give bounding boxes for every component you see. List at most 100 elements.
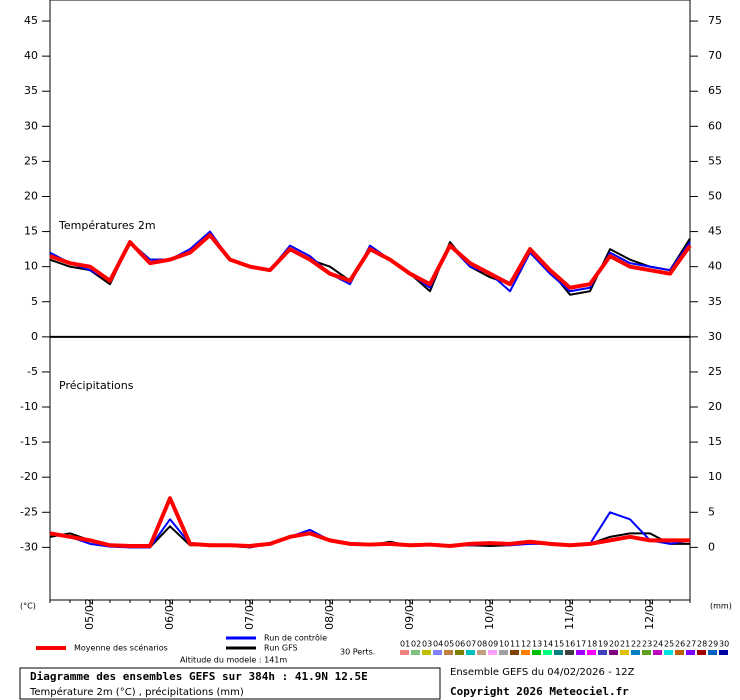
temp-line bbox=[49, 234, 691, 296]
member-swatch bbox=[466, 650, 475, 655]
member-swatch bbox=[521, 650, 530, 655]
member-swatch bbox=[488, 650, 497, 655]
x-tick-label: 09/02 bbox=[403, 598, 416, 630]
y-tick-label: 20 bbox=[24, 189, 38, 202]
y2-tick-label: 10 bbox=[708, 470, 722, 483]
member-label: 26 bbox=[675, 640, 685, 649]
member-swatch bbox=[631, 650, 640, 655]
y-tick-label: -5 bbox=[27, 365, 38, 378]
member-label: 09 bbox=[488, 640, 498, 649]
precip-panel-label: Précipitations bbox=[59, 379, 134, 392]
member-label: 04 bbox=[433, 640, 443, 649]
y-tick-label: 10 bbox=[24, 260, 38, 273]
y2-tick-label: 15 bbox=[708, 435, 722, 448]
plot-frame bbox=[49, 0, 691, 601]
y-tick-label: 25 bbox=[24, 154, 38, 167]
member-label: 15 bbox=[554, 640, 564, 649]
member-label: 18 bbox=[587, 640, 597, 649]
y-tick-label: 45 bbox=[24, 14, 38, 27]
perts-label: 30 Perts. bbox=[340, 648, 375, 657]
member-label: 30 bbox=[719, 640, 729, 649]
member-swatch bbox=[532, 650, 541, 655]
member-label: 17 bbox=[576, 640, 586, 649]
member-label: 07 bbox=[466, 640, 476, 649]
x-tick-label: 06/02 bbox=[163, 598, 176, 630]
member-label: 23 bbox=[642, 640, 652, 649]
y2-tick-label: 70 bbox=[708, 49, 722, 62]
member-swatch bbox=[576, 650, 585, 655]
member-swatch bbox=[400, 650, 409, 655]
footer-title: Diagramme des ensembles GEFS sur 384h : … bbox=[30, 670, 368, 683]
y2-tick-label: 65 bbox=[708, 84, 722, 97]
member-swatch bbox=[620, 650, 629, 655]
legend-label: Run de contrôle bbox=[264, 633, 327, 643]
member-swatch bbox=[642, 650, 651, 655]
y-tick-label: 40 bbox=[24, 49, 38, 62]
y-tick-label: -10 bbox=[20, 400, 38, 413]
footer-subtitle: Température 2m (°C) , précipitations (mm… bbox=[29, 686, 244, 698]
member-label: 01 bbox=[400, 640, 410, 649]
legend-label: Moyenne des scénarios bbox=[74, 643, 168, 653]
member-label: 20 bbox=[609, 640, 619, 649]
y-tick-label: -30 bbox=[20, 540, 38, 553]
y-tick-label: -15 bbox=[20, 435, 38, 448]
member-swatch bbox=[719, 650, 728, 655]
y-unit: (°C) bbox=[20, 602, 36, 611]
copyright: Copyright 2026 Meteociel.fr bbox=[450, 685, 629, 698]
x-tick-label: 11/02 bbox=[563, 598, 576, 630]
y-tick-label: 30 bbox=[24, 119, 38, 132]
y2-tick-label: 60 bbox=[708, 119, 722, 132]
member-label: 08 bbox=[477, 640, 487, 649]
member-label: 21 bbox=[620, 640, 630, 649]
y2-tick-label: 75 bbox=[708, 14, 722, 27]
member-swatch bbox=[675, 650, 684, 655]
member-swatch bbox=[510, 650, 519, 655]
member-label: 24 bbox=[653, 640, 663, 649]
member-label: 06 bbox=[455, 640, 465, 649]
y2-tick-label: 45 bbox=[708, 225, 722, 238]
member-swatch bbox=[499, 650, 508, 655]
temp-panel-label: Températures 2m bbox=[58, 219, 156, 232]
y2-unit: (mm) bbox=[710, 602, 732, 611]
member-swatch bbox=[664, 650, 673, 655]
member-label: 12 bbox=[521, 640, 531, 649]
member-label: 14 bbox=[543, 640, 553, 649]
member-swatch bbox=[433, 650, 442, 655]
temp-line bbox=[49, 230, 691, 293]
precip-line bbox=[49, 496, 690, 548]
run-label: Ensemble GEFS du 04/02/2026 - 12Z bbox=[450, 667, 635, 678]
member-label: 05 bbox=[444, 640, 454, 649]
member-label: 10 bbox=[499, 640, 509, 649]
member-swatch bbox=[708, 650, 717, 655]
member-label: 03 bbox=[422, 640, 432, 649]
member-label: 27 bbox=[686, 640, 696, 649]
x-tick-label: 05/02 bbox=[83, 598, 96, 630]
member-swatch bbox=[554, 650, 563, 655]
x-tick-label: 12/02 bbox=[643, 598, 656, 630]
member-label: 29 bbox=[708, 640, 718, 649]
y2-tick-label: 30 bbox=[708, 330, 722, 343]
member-swatch bbox=[653, 650, 662, 655]
member-swatch bbox=[565, 650, 574, 655]
y-tick-label: 35 bbox=[24, 84, 38, 97]
altitude: Altitude du modele : 141m bbox=[180, 656, 287, 665]
footer-box bbox=[19, 667, 441, 700]
member-label: 19 bbox=[598, 640, 608, 649]
member-swatch bbox=[477, 650, 486, 655]
y2-tick-label: 50 bbox=[708, 189, 722, 202]
y-tick-label: 15 bbox=[24, 225, 38, 238]
y-tick-label: 0 bbox=[31, 330, 38, 343]
y2-tick-label: 55 bbox=[708, 154, 722, 167]
x-tick-label: 08/02 bbox=[323, 598, 336, 630]
y-tick-label: -25 bbox=[20, 505, 38, 518]
member-label: 11 bbox=[510, 640, 520, 649]
y-tick-label: -20 bbox=[20, 470, 38, 483]
member-swatch bbox=[422, 650, 431, 655]
member-swatch bbox=[411, 650, 420, 655]
member-label: 22 bbox=[631, 640, 641, 649]
member-swatch bbox=[444, 650, 453, 655]
member-label: 13 bbox=[532, 640, 542, 649]
member-swatch bbox=[697, 650, 706, 655]
y-tick-label: 5 bbox=[31, 295, 38, 308]
